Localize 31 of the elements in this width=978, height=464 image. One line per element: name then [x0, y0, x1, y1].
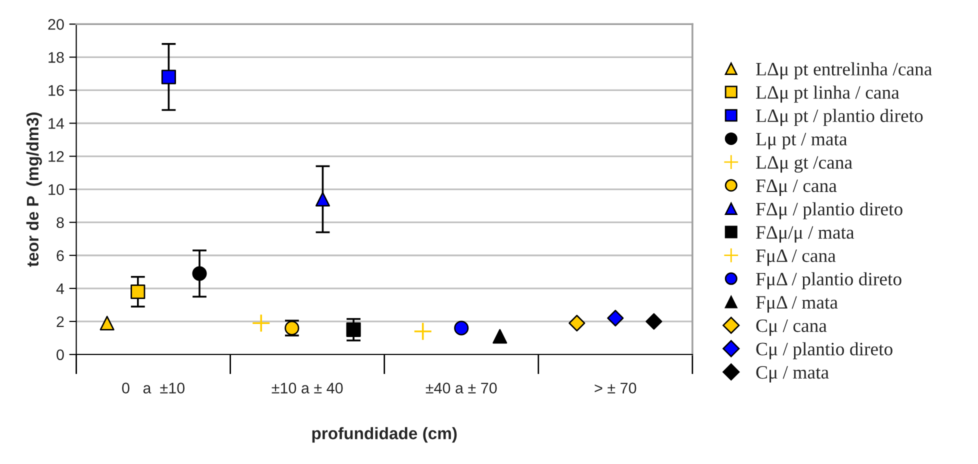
legend-label: FμΔ / mata: [756, 296, 838, 313]
x-tick-label: 0 a ±10: [122, 382, 185, 394]
y-tick-label: 10: [48, 184, 64, 195]
legend-label: FμΔ / plantio direto: [756, 272, 902, 290]
legend-label: LΔμ pt linha / cana: [756, 86, 900, 103]
legend-label: FΔμ / plantio direto: [756, 202, 902, 220]
legend-label: Cμ / plantio direto: [756, 342, 892, 360]
y-tick-label: 8: [56, 217, 64, 228]
y-tick-label: 4: [56, 283, 64, 294]
legend-label: Lμ pt / mata: [756, 132, 848, 150]
y-tick-label: 6: [56, 250, 64, 262]
legend-label: Cμ / cana: [756, 319, 827, 336]
y-tick-label: 12: [48, 151, 64, 162]
y-tick-label: 16: [48, 85, 64, 96]
y-tick-label: 14: [48, 118, 64, 129]
y-tick-label: 20: [48, 18, 64, 30]
y-axis-title: teor de P (mg/dm3): [26, 112, 42, 267]
legend-label: FΔμ/μ / mata: [756, 226, 854, 243]
legend-label: LΔμ gt /cana: [756, 156, 852, 173]
x-tick-label: ±10 a ± 40: [272, 382, 343, 394]
y-tick-label: 18: [48, 52, 64, 63]
legend-label: LΔμ pt / plantio direto: [756, 108, 923, 126]
x-tick-label: > ± 70: [594, 382, 636, 394]
legend-label: FμΔ / cana: [756, 250, 836, 266]
x-axis-title: profundidade (cm): [312, 427, 457, 443]
legend-label: FΔμ / cana: [756, 180, 837, 196]
y-tick-label: 2: [56, 316, 64, 327]
x-tick-label: ±40 a ± 70: [426, 382, 497, 394]
legend-label: Cμ / mata: [756, 366, 829, 383]
y-tick-label: 0: [56, 349, 64, 360]
legend-label: LΔμ pt entrelinha /cana: [756, 62, 932, 80]
